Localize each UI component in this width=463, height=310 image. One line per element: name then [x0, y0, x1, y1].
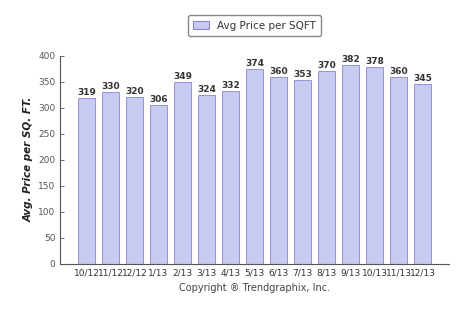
Bar: [342, 65, 359, 264]
Bar: [390, 77, 407, 264]
Bar: [102, 92, 119, 264]
Text: 324: 324: [197, 85, 216, 94]
Y-axis label: Avg. Price per SQ. FT.: Avg. Price per SQ. FT.: [24, 97, 34, 222]
Bar: [270, 77, 288, 264]
Bar: [318, 71, 335, 264]
Text: 332: 332: [221, 81, 240, 90]
Bar: [246, 69, 263, 264]
Bar: [78, 98, 95, 264]
X-axis label: Copyright ® Trendgraphix, Inc.: Copyright ® Trendgraphix, Inc.: [179, 283, 330, 293]
Bar: [222, 91, 239, 264]
Text: 353: 353: [294, 70, 312, 79]
Text: 374: 374: [245, 59, 264, 68]
Bar: [414, 84, 432, 264]
Text: 360: 360: [389, 67, 408, 76]
Text: 378: 378: [365, 57, 384, 66]
Text: 320: 320: [125, 87, 144, 96]
Legend: Avg Price per SQFT: Avg Price per SQFT: [188, 15, 321, 36]
Text: 382: 382: [341, 55, 360, 64]
Text: 319: 319: [77, 88, 96, 97]
Text: 370: 370: [317, 61, 336, 70]
Bar: [174, 82, 191, 264]
Bar: [198, 95, 215, 264]
Bar: [294, 80, 311, 264]
Bar: [366, 67, 383, 264]
Text: 330: 330: [101, 82, 120, 91]
Text: 345: 345: [413, 74, 432, 83]
Bar: [126, 97, 143, 264]
Text: 349: 349: [173, 72, 192, 81]
Text: 306: 306: [149, 95, 168, 104]
Bar: [150, 104, 167, 264]
Text: 360: 360: [269, 67, 288, 76]
